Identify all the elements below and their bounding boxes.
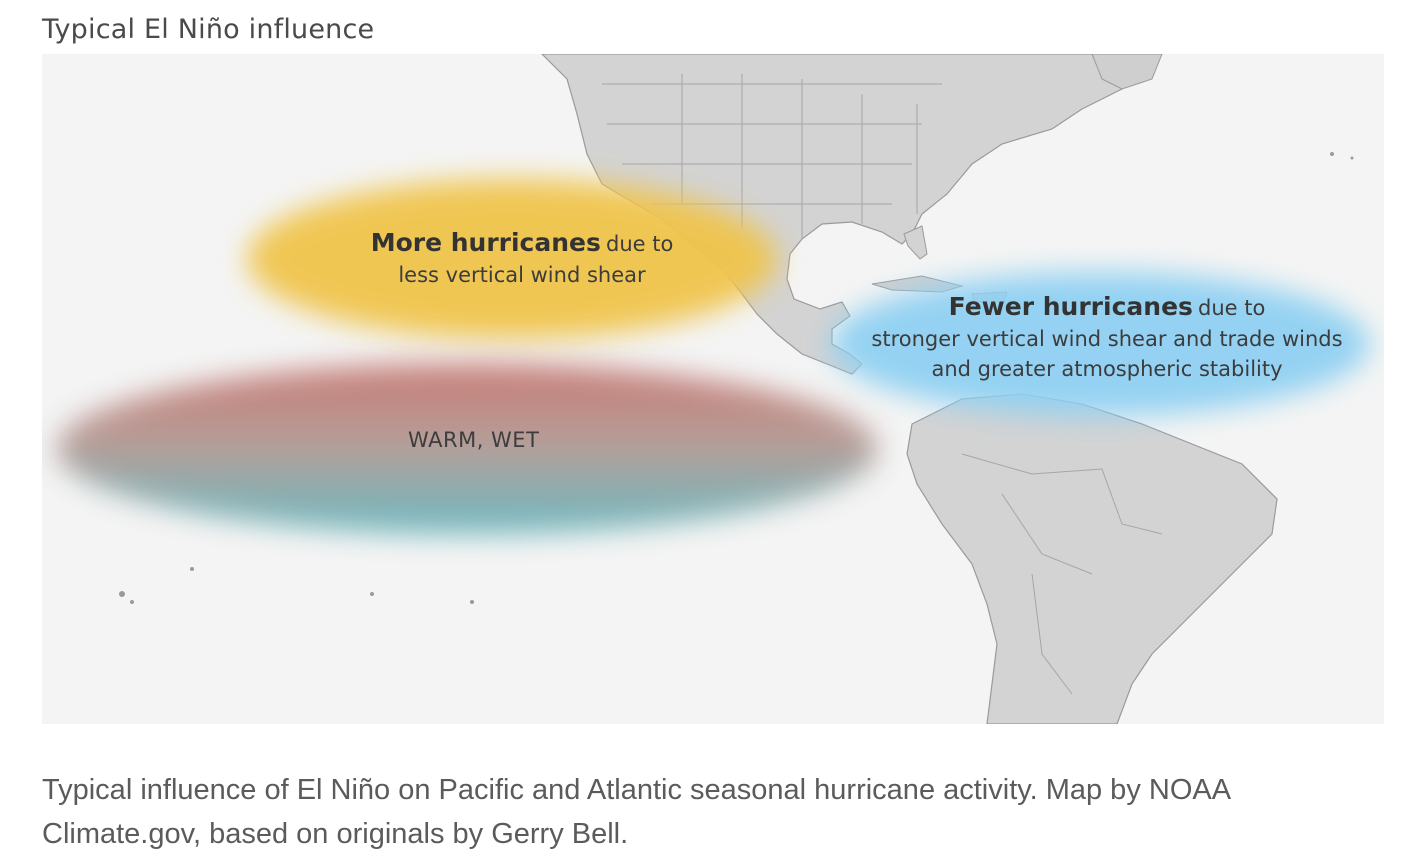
figure-caption: Typical influence of El Niño on Pacific … xyxy=(42,774,1230,850)
map-frame: More hurricanes due to less vertical win… xyxy=(42,54,1384,724)
south-america-borders xyxy=(961,453,1163,695)
fewer-hurricanes-label: Fewer hurricanes due to stronger vertica… xyxy=(871,292,1343,381)
south-america-landmass xyxy=(906,393,1278,724)
more-hurricanes-label: More hurricanes due to less vertical win… xyxy=(370,228,674,287)
warm-wet-region xyxy=(57,364,877,534)
florida-peninsula xyxy=(903,225,928,260)
more-hurricanes-region xyxy=(247,179,777,339)
border-lines xyxy=(602,74,942,239)
warm-wet-label: WARM, WET xyxy=(408,428,540,452)
map-graphic xyxy=(57,54,1370,724)
map-title: Typical El Niño influence xyxy=(42,14,375,45)
fewer-hurricanes-region xyxy=(830,272,1370,416)
northeast-coast-fragment xyxy=(1091,54,1163,90)
pacific-islands xyxy=(119,152,1354,604)
